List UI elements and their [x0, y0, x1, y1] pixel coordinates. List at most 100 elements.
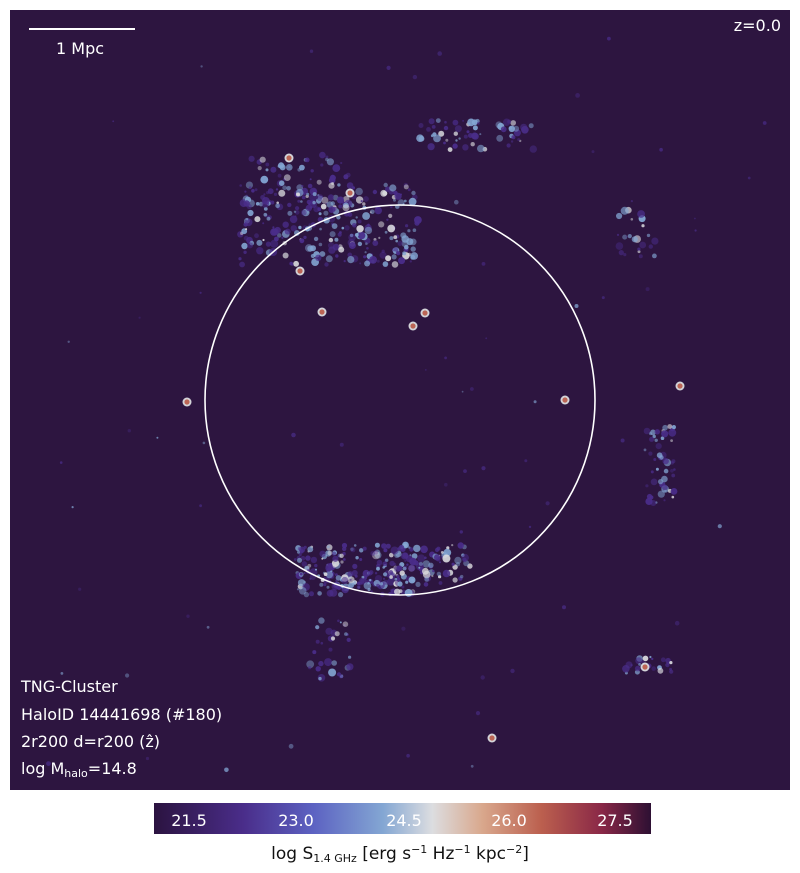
emission-filament-north	[313, 206, 320, 213]
emission-filament-north	[283, 174, 291, 182]
emission-filament-north	[398, 257, 406, 265]
emission-filament-north	[275, 203, 280, 209]
emission-arc-northeast	[472, 125, 478, 131]
emission-relic-south	[415, 581, 421, 588]
emission-filament-north	[281, 236, 284, 239]
projection-label: 2r200 d=r200 (ẑ)	[21, 732, 161, 751]
emission-filament-east	[662, 424, 668, 431]
faint-point	[575, 93, 580, 98]
emission-filament-north	[319, 227, 322, 231]
emission-filament-north	[319, 251, 326, 257]
emission-filament-north	[351, 186, 355, 190]
emission-tail-south	[342, 621, 349, 627]
emission-relic-south	[340, 560, 344, 564]
faint-point	[674, 620, 680, 626]
emission-filament-north	[256, 247, 264, 255]
emission-filament-east	[643, 448, 647, 452]
faint-point	[406, 753, 410, 758]
faint-point	[653, 458, 657, 461]
emission-filament-north	[298, 225, 302, 230]
emission-filament-north	[261, 200, 269, 208]
faint-point	[607, 36, 611, 41]
emission-filament-north	[267, 188, 274, 195]
faint-point	[67, 340, 70, 343]
emission-filament-north	[325, 255, 333, 263]
emission-filament-north	[260, 175, 269, 184]
emission-filament-east	[649, 436, 655, 442]
emission-filament-north	[284, 228, 291, 235]
emission-filament-north	[316, 179, 322, 185]
emission-relic-south	[325, 563, 333, 571]
emission-filament-north	[391, 261, 399, 268]
emission-filament-east	[652, 434, 656, 439]
emission-filament-north	[408, 197, 417, 206]
emission-filament-north	[286, 186, 291, 191]
emission-filament-north	[243, 200, 250, 207]
emission-filament-north	[289, 261, 294, 266]
emission-filament-north	[383, 182, 388, 188]
emission-relic-south	[359, 558, 363, 561]
emission-filament-north	[397, 240, 403, 246]
emission-filament-east	[657, 490, 665, 498]
emission-relic-south	[347, 571, 354, 577]
mass-subscript: halo	[64, 767, 88, 780]
emission-filament-north	[308, 223, 311, 226]
emission-filament-north	[337, 183, 341, 187]
emission-arc-northeast	[470, 142, 475, 147]
emission-relic-south	[338, 592, 344, 598]
emission-filament-north	[241, 242, 248, 250]
emission-filament-north	[266, 216, 271, 221]
emission-filament-north	[336, 215, 341, 220]
emission-arc-northeast	[432, 132, 437, 137]
faint-point	[694, 217, 696, 220]
emission-arc-northeast	[466, 130, 470, 134]
emission-filament-north	[407, 229, 411, 233]
emission-relic-south	[382, 566, 386, 569]
emission-arc-northeast	[496, 134, 504, 142]
faint-point	[481, 262, 486, 266]
emission-filament-east	[661, 430, 669, 438]
emission-relic-south	[439, 561, 441, 564]
emission-relic-south	[401, 585, 405, 589]
emission-relic-south	[428, 562, 434, 568]
emission-filament-north	[336, 196, 345, 204]
emission-filament-north	[246, 218, 249, 221]
emission-filament-north	[276, 201, 280, 205]
emission-tail-south	[315, 639, 320, 644]
faint-point	[348, 655, 352, 659]
emission-filament-north	[355, 196, 364, 204]
emission-tail-south	[315, 625, 320, 630]
emission-filament-north	[363, 196, 369, 202]
faint-point	[670, 469, 674, 473]
emission-relic-south	[341, 588, 345, 592]
cb-label-exp: −1	[411, 843, 428, 856]
emission-relic-south	[358, 577, 365, 584]
emission-filament-north	[249, 240, 255, 246]
emission-relic-south	[362, 546, 367, 551]
cb-label-exp: −1	[454, 843, 471, 856]
emission-filament-north	[271, 228, 279, 236]
emission-filament-north	[293, 210, 297, 213]
emission-relic-south	[396, 574, 400, 579]
emission-filament-north	[382, 190, 388, 196]
emission-relic-south	[385, 558, 389, 562]
emission-relic-south	[389, 560, 395, 567]
emission-filament-east	[648, 244, 653, 249]
scale-bar-label: 1 Mpc	[56, 39, 105, 58]
emission-filament-north	[278, 162, 285, 169]
emission-relic-south	[350, 547, 354, 551]
emission-relic-south	[404, 559, 407, 562]
emission-filament-north	[372, 189, 378, 195]
emission-filament-east	[645, 484, 649, 488]
emission-relic-south	[317, 591, 322, 596]
emission-filament-north	[300, 209, 307, 216]
emission-filament-north	[301, 184, 304, 188]
emission-tail-south	[330, 636, 336, 641]
emission-filament-north	[245, 228, 248, 231]
faint-point	[485, 337, 488, 340]
faint-point	[461, 390, 464, 393]
emission-relic-south	[326, 544, 333, 551]
emission-filament-east	[650, 470, 654, 474]
emission-filament-east	[615, 242, 624, 250]
emission-arc-northeast	[435, 118, 441, 123]
